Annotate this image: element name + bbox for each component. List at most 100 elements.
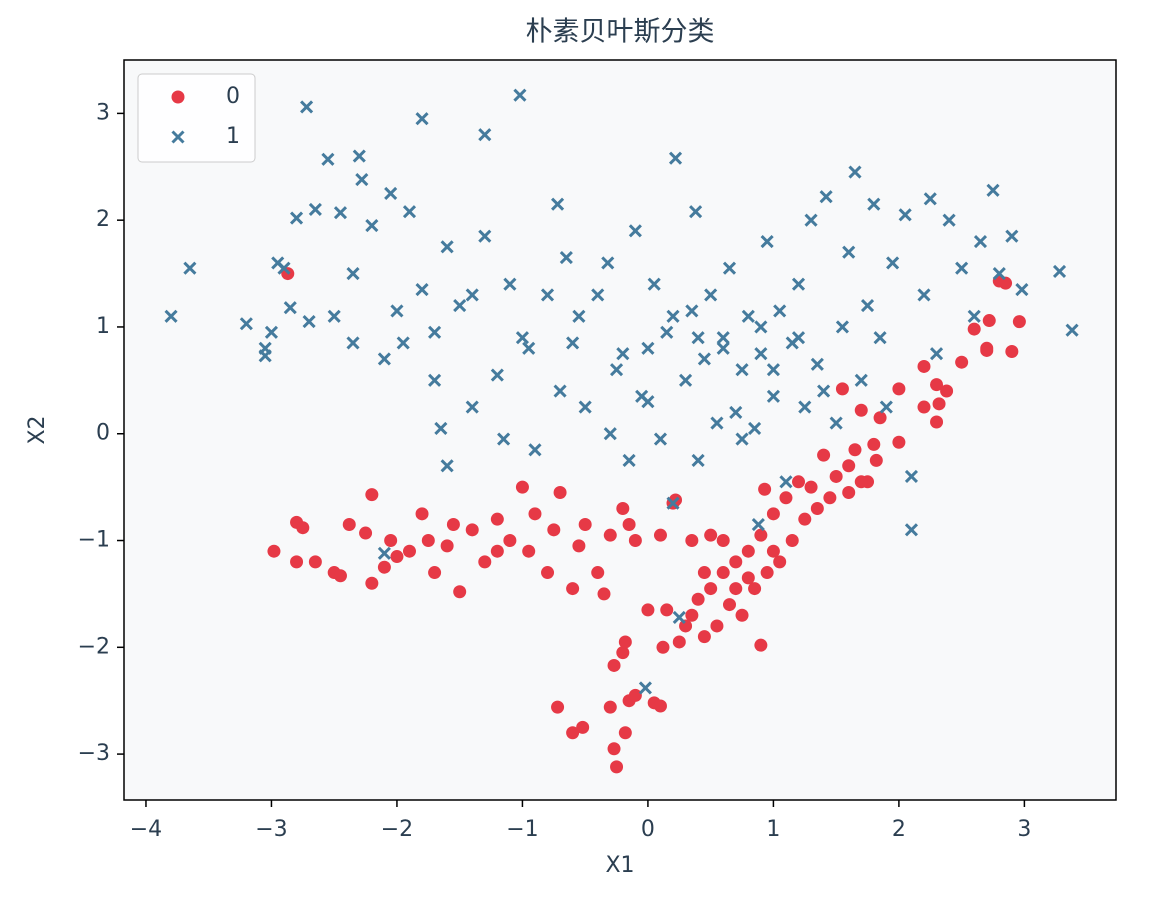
circle-marker [955,355,969,369]
x-marker [415,283,429,297]
x-marker [992,267,1006,281]
circle-marker [576,720,590,734]
circle-marker [428,566,442,580]
circle-marker [679,619,693,633]
circle-marker [741,544,755,558]
circle-marker [365,576,379,590]
circle-marker [722,598,736,612]
circle-marker [365,488,379,502]
x-marker [377,352,391,366]
x-marker [616,347,630,361]
x-marker [638,681,652,695]
x-marker [490,368,504,382]
circle-marker [779,491,793,505]
x-marker [465,400,479,414]
x-marker [748,421,762,435]
y-axis-label: X2 [25,415,50,444]
x-marker [904,523,919,537]
circle-marker [656,640,670,654]
x-marker [760,234,774,249]
circle-marker [999,276,1013,290]
x-marker [955,261,969,275]
x-marker [672,610,686,624]
x-marker [904,469,919,484]
x-marker [867,197,881,211]
x-marker [860,299,875,313]
circle-marker [415,507,429,521]
circle-marker [817,448,831,462]
x-marker [258,349,272,363]
circle-marker [572,539,586,553]
circle-marker [597,587,611,601]
circle-marker [798,512,812,526]
circle-marker [171,90,185,104]
x-marker [365,218,379,233]
y-tick-label: 1 [96,314,110,339]
circle-marker [842,459,856,473]
circle-marker [854,475,868,489]
x-tick-label: −3 [255,817,287,842]
circle-marker [421,534,435,548]
x-marker [735,432,749,446]
y-tick-label: −1 [78,528,110,553]
x-marker [551,197,565,211]
circle-marker [453,585,467,599]
x-axis-label: X1 [605,853,634,878]
x-marker [572,309,586,323]
x-marker [917,288,931,302]
x-marker [415,112,429,126]
x-marker [666,496,680,510]
x-marker [829,416,843,430]
circle-marker [967,322,981,336]
x-marker [873,331,887,345]
circle-marker [622,518,636,532]
circle-marker [766,544,780,558]
circle-marker [810,501,824,515]
circle-marker [628,534,642,548]
x-marker [622,453,636,467]
x-marker [923,192,937,206]
circle-marker [930,415,944,429]
x-marker [689,205,703,219]
x-marker [751,517,765,532]
legend: 01 [137,73,256,163]
circle-marker [754,528,768,542]
x-marker [666,309,680,323]
circle-marker [773,555,787,569]
x-marker [377,546,391,560]
circle-marker [308,555,322,569]
x-marker [355,173,369,187]
circle-marker [653,528,667,542]
circle-marker [541,566,555,580]
x-marker [729,405,743,419]
y-tick-label: 0 [96,421,110,446]
x-marker [842,245,856,259]
circle-marker [465,523,479,537]
x-marker [609,363,624,377]
x-marker [321,152,335,166]
x-tick-label: 1 [766,817,780,842]
circle-marker [785,534,799,548]
x-marker [183,261,197,275]
circle-marker [760,566,774,580]
circle-marker [551,700,565,714]
points [164,88,1079,774]
x-marker [308,202,322,217]
circle-marker [528,507,542,521]
x-marker [929,347,944,361]
circle-marker [641,603,655,617]
x-marker [453,299,467,313]
x-marker [513,88,527,102]
circle-marker [867,437,881,451]
x-marker [277,261,291,275]
circle-marker [829,469,843,483]
x-marker [754,347,768,361]
circle-marker [758,482,772,496]
circle-marker [697,566,711,580]
circle-marker [384,534,398,548]
x-marker [691,331,705,345]
x-marker [879,400,893,414]
x-marker [704,288,718,302]
x-marker [685,304,699,318]
circle-marker [804,480,818,494]
